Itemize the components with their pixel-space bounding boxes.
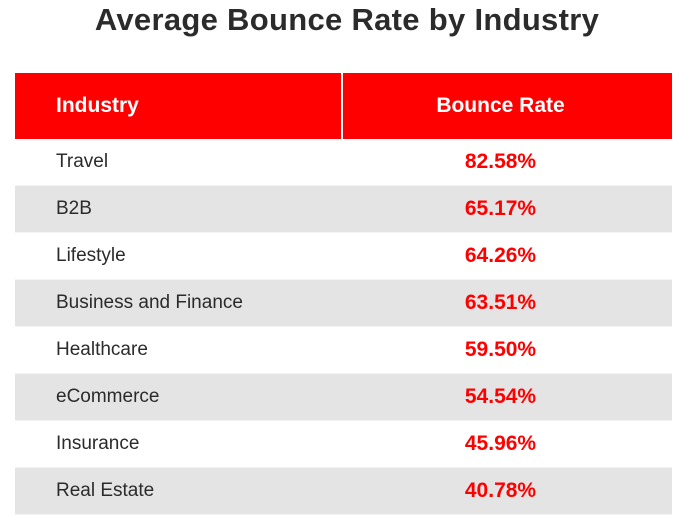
bounce-rate-cell: 59.50% (464, 338, 537, 361)
table-row: Business and Finance 63.51% (15, 280, 672, 327)
bounce-rate-cell: 82.58% (464, 150, 537, 173)
bounce-rate-table: Industry Bounce Rate Travel 82.58% B2B 65.1… (15, 73, 672, 515)
industry-cell: Travel (56, 151, 109, 172)
industry-cell: B2B (56, 198, 92, 219)
table-row: B2B 65.17% (15, 186, 672, 233)
table-row: Lifestyle 64.26% (15, 233, 672, 280)
bounce-rate-cell: 40.78% (464, 479, 537, 502)
industry-cell: Business and Finance (56, 292, 243, 313)
bounce-rate-cell: 45.96% (464, 432, 537, 455)
bounce-rate-cell: 54.54% (464, 385, 537, 408)
industry-cell: Lifestyle (56, 245, 126, 266)
table-row: Healthcare 59.50% (15, 327, 672, 374)
table-row: eCommerce 54.54% (15, 374, 672, 421)
bounce-rate-cell: 65.17% (464, 197, 537, 220)
table-row: Real Estate 40.78% (15, 468, 672, 515)
industry-cell: Healthcare (56, 339, 148, 360)
table-row: Travel 82.58% (15, 139, 672, 186)
table-header-row: Industry Bounce Rate (15, 73, 672, 139)
column-header-bounce-rate: Bounce Rate (436, 94, 565, 117)
column-header-industry: Industry (15, 73, 343, 139)
bounce-rate-cell: 64.26% (464, 244, 537, 267)
table-body: Travel 82.58% B2B 65.17% Lifestyle 64.26% Busi… (15, 139, 672, 515)
industry-cell: Insurance (56, 433, 140, 454)
table-row: Insurance 45.96% (15, 421, 672, 468)
industry-cell: eCommerce (56, 386, 160, 407)
industry-cell: Real Estate (56, 480, 155, 501)
chart-title: Average Bounce Rate by Industry (94, 2, 600, 37)
bounce-rate-cell: 63.51% (464, 291, 537, 314)
